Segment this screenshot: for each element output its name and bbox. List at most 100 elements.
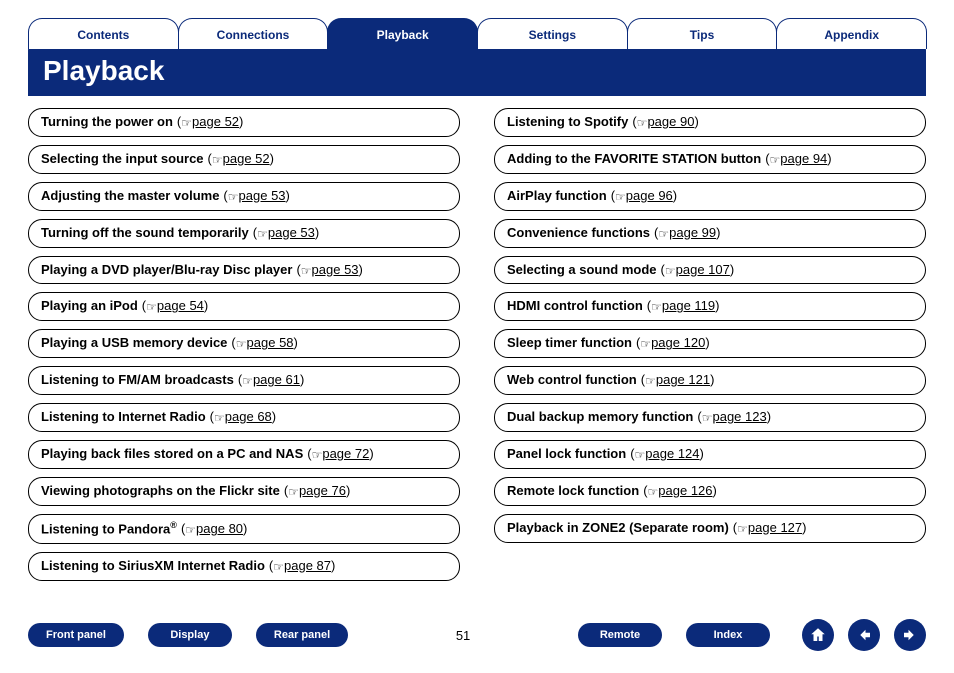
tab-settings[interactable]: Settings bbox=[477, 18, 628, 49]
home-icon[interactable] bbox=[802, 619, 834, 651]
link-row[interactable]: HDMI control function (☞page 119) bbox=[494, 292, 926, 321]
link-row[interactable]: Web control function (☞page 121) bbox=[494, 366, 926, 395]
page-ref-group: (☞page 80) bbox=[181, 521, 247, 538]
page-link[interactable]: page 87 bbox=[284, 558, 331, 573]
close-paren: ) bbox=[315, 225, 319, 240]
link-title: AirPlay function bbox=[507, 188, 607, 205]
link-row[interactable]: Dual backup memory function (☞page 123) bbox=[494, 403, 926, 432]
page-link[interactable]: page 121 bbox=[656, 372, 710, 387]
page-link[interactable]: page 53 bbox=[239, 188, 286, 203]
link-title: Sleep timer function bbox=[507, 335, 632, 352]
forward-icon[interactable] bbox=[894, 619, 926, 651]
page-link[interactable]: page 52 bbox=[223, 151, 270, 166]
tab-appendix[interactable]: Appendix bbox=[776, 18, 927, 49]
display-button[interactable]: Display bbox=[148, 623, 232, 647]
page-link[interactable]: page 61 bbox=[253, 372, 300, 387]
link-row[interactable]: Listening to Spotify (☞page 90) bbox=[494, 108, 926, 137]
page-link[interactable]: page 124 bbox=[645, 446, 699, 461]
page-link[interactable]: page 52 bbox=[192, 114, 239, 129]
page-link[interactable]: page 94 bbox=[780, 151, 827, 166]
page-link[interactable]: page 96 bbox=[626, 188, 673, 203]
page-ref-group: (☞page 53) bbox=[223, 188, 289, 205]
page-link[interactable]: page 76 bbox=[299, 483, 346, 498]
page-ref-group: (☞page 124) bbox=[630, 446, 704, 463]
page-link[interactable]: page 80 bbox=[196, 521, 243, 536]
page-link[interactable]: page 53 bbox=[312, 262, 359, 277]
link-row[interactable]: Playback in ZONE2 (Separate room) (☞page… bbox=[494, 514, 926, 543]
page-link[interactable]: page 123 bbox=[712, 409, 766, 424]
page-ref-group: (☞page 107) bbox=[661, 262, 735, 279]
footer-bar: Front panel Display Rear panel 51 Remote… bbox=[28, 619, 926, 651]
front-panel-button[interactable]: Front panel bbox=[28, 623, 124, 647]
page-link[interactable]: page 68 bbox=[225, 409, 272, 424]
pointer-icon: ☞ bbox=[301, 264, 312, 280]
pointer-icon: ☞ bbox=[236, 337, 247, 353]
pointer-icon: ☞ bbox=[242, 374, 253, 390]
index-button[interactable]: Index bbox=[686, 623, 770, 647]
link-row[interactable]: Listening to Pandora® (☞page 80) bbox=[28, 514, 460, 544]
tab-contents[interactable]: Contents bbox=[28, 18, 179, 49]
pointer-icon: ☞ bbox=[228, 190, 239, 206]
pointer-icon: ☞ bbox=[737, 522, 748, 538]
link-row[interactable]: Turning the power on (☞page 52) bbox=[28, 108, 460, 137]
page-link[interactable]: page 127 bbox=[748, 520, 802, 535]
link-row[interactable]: Listening to Internet Radio (☞page 68) bbox=[28, 403, 460, 432]
link-row[interactable]: Panel lock function (☞page 124) bbox=[494, 440, 926, 469]
link-row[interactable]: AirPlay function (☞page 96) bbox=[494, 182, 926, 211]
link-row[interactable]: Selecting the input source (☞page 52) bbox=[28, 145, 460, 174]
close-paren: ) bbox=[802, 520, 806, 535]
close-paren: ) bbox=[710, 372, 714, 387]
link-row[interactable]: Viewing photographs on the Flickr site (… bbox=[28, 477, 460, 506]
page-link[interactable]: page 99 bbox=[669, 225, 716, 240]
page-link[interactable]: page 53 bbox=[268, 225, 315, 240]
pointer-icon: ☞ bbox=[645, 374, 656, 390]
link-row[interactable]: Playing back files stored on a PC and NA… bbox=[28, 440, 460, 469]
close-paren: ) bbox=[827, 151, 831, 166]
pointer-icon: ☞ bbox=[312, 448, 323, 464]
pointer-icon: ☞ bbox=[273, 560, 284, 576]
back-icon[interactable] bbox=[848, 619, 880, 651]
tab-connections[interactable]: Connections bbox=[178, 18, 329, 49]
link-row[interactable]: Adding to the FAVORITE STATION button (☞… bbox=[494, 145, 926, 174]
pointer-icon: ☞ bbox=[635, 448, 646, 464]
link-row[interactable]: Playing a USB memory device (☞page 58) bbox=[28, 329, 460, 358]
link-title: Listening to SiriusXM Internet Radio bbox=[41, 558, 265, 575]
close-paren: ) bbox=[767, 409, 771, 424]
close-paren: ) bbox=[359, 262, 363, 277]
page-link[interactable]: page 58 bbox=[247, 335, 294, 350]
link-row[interactable]: Playing a DVD player/Blu-ray Disc player… bbox=[28, 256, 460, 285]
link-title: Selecting the input source bbox=[41, 151, 204, 168]
close-paren: ) bbox=[272, 409, 276, 424]
link-row[interactable]: Convenience functions (☞page 99) bbox=[494, 219, 926, 248]
link-row[interactable]: Listening to SiriusXM Internet Radio (☞p… bbox=[28, 552, 460, 581]
tab-tips[interactable]: Tips bbox=[627, 18, 778, 49]
remote-button[interactable]: Remote bbox=[578, 623, 662, 647]
link-row[interactable]: Adjusting the master volume (☞page 53) bbox=[28, 182, 460, 211]
close-paren: ) bbox=[294, 335, 298, 350]
page-link[interactable]: page 90 bbox=[647, 114, 694, 129]
page-link[interactable]: page 120 bbox=[651, 335, 705, 350]
link-row[interactable]: Remote lock function (☞page 126) bbox=[494, 477, 926, 506]
link-title: Web control function bbox=[507, 372, 637, 389]
close-paren: ) bbox=[204, 298, 208, 313]
tab-playback[interactable]: Playback bbox=[327, 18, 478, 49]
registered-mark: ® bbox=[170, 520, 177, 530]
link-row[interactable]: Playing an iPod (☞page 54) bbox=[28, 292, 460, 321]
pointer-icon: ☞ bbox=[257, 227, 268, 243]
page-ref-group: (☞page 52) bbox=[208, 151, 274, 168]
link-title: Viewing photographs on the Flickr site bbox=[41, 483, 280, 500]
page-link[interactable]: page 72 bbox=[322, 446, 369, 461]
link-row[interactable]: Listening to FM/AM broadcasts (☞page 61) bbox=[28, 366, 460, 395]
close-paren: ) bbox=[270, 151, 274, 166]
page-link[interactable]: page 107 bbox=[676, 262, 730, 277]
rear-panel-button[interactable]: Rear panel bbox=[256, 623, 348, 647]
page-ref-group: (☞page 96) bbox=[611, 188, 677, 205]
page-link[interactable]: page 54 bbox=[157, 298, 204, 313]
link-row[interactable]: Sleep timer function (☞page 120) bbox=[494, 329, 926, 358]
link-title: Playing a USB memory device bbox=[41, 335, 227, 352]
page-link[interactable]: page 119 bbox=[662, 298, 715, 313]
page-ref-group: (☞page 90) bbox=[632, 114, 698, 131]
link-row[interactable]: Turning off the sound temporarily (☞page… bbox=[28, 219, 460, 248]
page-link[interactable]: page 126 bbox=[658, 483, 712, 498]
link-row[interactable]: Selecting a sound mode (☞page 107) bbox=[494, 256, 926, 285]
